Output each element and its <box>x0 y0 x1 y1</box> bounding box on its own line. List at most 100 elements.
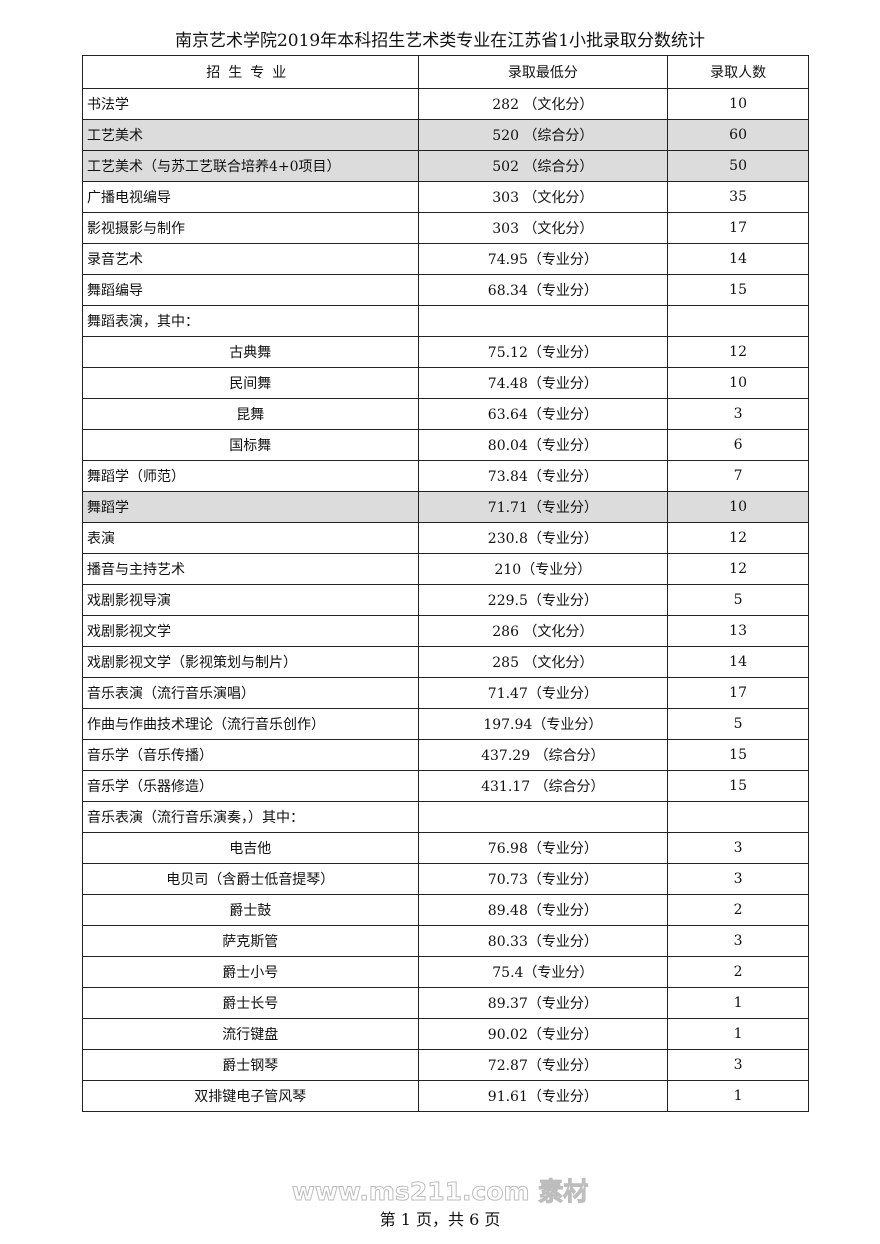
table-row: 流行键盘 90.02（专业分） 1 <box>82 1018 809 1050</box>
major-cell: 工艺美术（与苏工艺联合培养4+0项目） <box>82 150 419 182</box>
count-cell: 10 <box>667 88 809 120</box>
min-score-cell: 63.64（专业分） <box>417 398 669 430</box>
min-score-cell: 197.94（专业分） <box>417 708 669 740</box>
table-row: 舞蹈学 71.71（专业分） 10 <box>82 491 809 523</box>
min-score-cell: 431.17 （综合分） <box>417 770 669 802</box>
table-row: 工艺美术（与苏工艺联合培养4+0项目） 502 （综合分） 50 <box>82 150 809 182</box>
count-cell: 1 <box>667 987 809 1019</box>
header-min-score: 录取最低分 <box>417 55 669 89</box>
document-title: 南京艺术学院2019年本科招生艺术类专业在江苏省1小批录取分数统计 <box>174 31 706 51</box>
major-cell: 民间舞 <box>82 367 419 399</box>
major-cell: 音乐表演（流行音乐演唱） <box>82 677 419 709</box>
table-row: 国标舞 80.04（专业分） 6 <box>82 429 809 461</box>
major-cell: 双排键电子管风琴 <box>82 1080 419 1112</box>
major-cell: 舞蹈学 <box>82 491 419 523</box>
min-score-cell: 229.5（专业分） <box>417 584 669 616</box>
table-row: 双排键电子管风琴 91.61（专业分） 1 <box>82 1080 809 1112</box>
min-score-cell: 90.02（专业分） <box>417 1018 669 1050</box>
table-row: 爵士小号 75.4（专业分） 2 <box>82 956 809 988</box>
count-cell: 15 <box>667 274 809 306</box>
table-row: 电吉他 76.98（专业分） 3 <box>82 832 809 864</box>
major-cell: 爵士钢琴 <box>82 1049 419 1081</box>
min-score-cell: 286 （文化分） <box>417 615 669 647</box>
count-cell: 3 <box>667 925 809 957</box>
major-cell: 音乐表演（流行音乐演奏，）其中： <box>82 801 419 833</box>
min-score-cell: 68.34（专业分） <box>417 274 669 306</box>
min-score-cell: 72.87（专业分） <box>417 1049 669 1081</box>
count-cell: 2 <box>667 956 809 988</box>
min-score-cell: 74.95（专业分） <box>417 243 669 275</box>
min-score-cell: 502 （综合分） <box>417 150 669 182</box>
table-row: 昆舞 63.64（专业分） 3 <box>82 398 809 430</box>
major-cell: 舞蹈学（师范） <box>82 460 419 492</box>
table-row: 戏剧影视文学 286 （文化分） 13 <box>82 615 809 647</box>
count-cell: 17 <box>667 677 809 709</box>
major-cell: 书法学 <box>82 88 419 120</box>
table-row: 舞蹈表演，其中： <box>82 305 809 337</box>
table-row: 爵士钢琴 72.87（专业分） 3 <box>82 1049 809 1081</box>
min-score-cell: 303 （文化分） <box>417 181 669 213</box>
major-cell: 电贝司（含爵士低音提琴） <box>82 863 419 895</box>
table-row: 电贝司（含爵士低音提琴） 70.73（专业分） 3 <box>82 863 809 895</box>
major-cell: 流行键盘 <box>82 1018 419 1050</box>
major-cell: 工艺美术 <box>82 119 419 151</box>
major-cell: 爵士鼓 <box>82 894 419 926</box>
min-score-cell: 70.73（专业分） <box>417 863 669 895</box>
min-score-cell: 282 （文化分） <box>417 88 669 120</box>
page-footer: 第 1 页，共 6 页 <box>379 1210 501 1229</box>
major-cell: 表演 <box>82 522 419 554</box>
min-score-cell: 71.47（专业分） <box>417 677 669 709</box>
min-score-cell: 80.04（专业分） <box>417 429 669 461</box>
major-cell: 戏剧影视文学 <box>82 615 419 647</box>
table-row: 爵士鼓 89.48（专业分） 2 <box>82 894 809 926</box>
count-cell: 10 <box>667 491 809 523</box>
count-cell: 12 <box>667 522 809 554</box>
major-cell: 作曲与作曲技术理论（流行音乐创作） <box>82 708 419 740</box>
major-cell: 音乐学（音乐传播） <box>82 739 419 771</box>
min-score-cell: 285 （文化分） <box>417 646 669 678</box>
count-cell <box>667 801 809 833</box>
major-cell: 古典舞 <box>82 336 419 368</box>
min-score-cell: 75.12（专业分） <box>417 336 669 368</box>
min-score-cell: 76.98（专业分） <box>417 832 669 864</box>
major-cell: 广播电视编导 <box>82 181 419 213</box>
count-cell: 13 <box>667 615 809 647</box>
count-cell: 6 <box>667 429 809 461</box>
watermark-logo: www.ms211.com 素材 <box>291 1177 589 1207</box>
count-cell: 14 <box>667 646 809 678</box>
min-score-cell: 303 （文化分） <box>417 212 669 244</box>
count-cell: 3 <box>667 398 809 430</box>
major-cell: 影视摄影与制作 <box>82 212 419 244</box>
min-score-cell: 71.71（专业分） <box>417 491 669 523</box>
count-cell: 5 <box>667 708 809 740</box>
count-cell: 17 <box>667 212 809 244</box>
count-cell: 50 <box>667 150 809 182</box>
table-row: 音乐学（音乐传播） 437.29 （综合分） 15 <box>82 739 809 771</box>
min-score-cell: 520 （综合分） <box>417 119 669 151</box>
table-row: 舞蹈编导 68.34（专业分） 15 <box>82 274 809 306</box>
table-row: 戏剧影视文学（影视策划与制片） 285 （文化分） 14 <box>82 646 809 678</box>
table-row: 工艺美术 520 （综合分） 60 <box>82 119 809 151</box>
table-row: 音乐表演（流行音乐演奏，）其中： <box>82 801 809 833</box>
header-major: 招生专业 <box>82 55 419 89</box>
count-cell: 12 <box>667 553 809 585</box>
count-cell: 2 <box>667 894 809 926</box>
count-cell: 1 <box>667 1080 809 1112</box>
major-cell: 国标舞 <box>82 429 419 461</box>
count-cell: 60 <box>667 119 809 151</box>
min-score-cell: 89.37（专业分） <box>417 987 669 1019</box>
count-cell: 15 <box>667 770 809 802</box>
table-row: 作曲与作曲技术理论（流行音乐创作） 197.94（专业分） 5 <box>82 708 809 740</box>
count-cell: 15 <box>667 739 809 771</box>
major-cell: 录音艺术 <box>82 243 419 275</box>
count-cell: 12 <box>667 336 809 368</box>
major-cell: 舞蹈编导 <box>82 274 419 306</box>
table-row: 古典舞 75.12（专业分） 12 <box>82 336 809 368</box>
count-cell: 3 <box>667 1049 809 1081</box>
table-row: 舞蹈学（师范） 73.84（专业分） 7 <box>82 460 809 492</box>
table-header-row: 招生专业 录取最低分 录取人数 <box>82 55 809 89</box>
min-score-cell: 74.48（专业分） <box>417 367 669 399</box>
major-cell: 昆舞 <box>82 398 419 430</box>
table-row: 戏剧影视导演 229.5（专业分） 5 <box>82 584 809 616</box>
major-cell: 音乐学（乐器修造） <box>82 770 419 802</box>
